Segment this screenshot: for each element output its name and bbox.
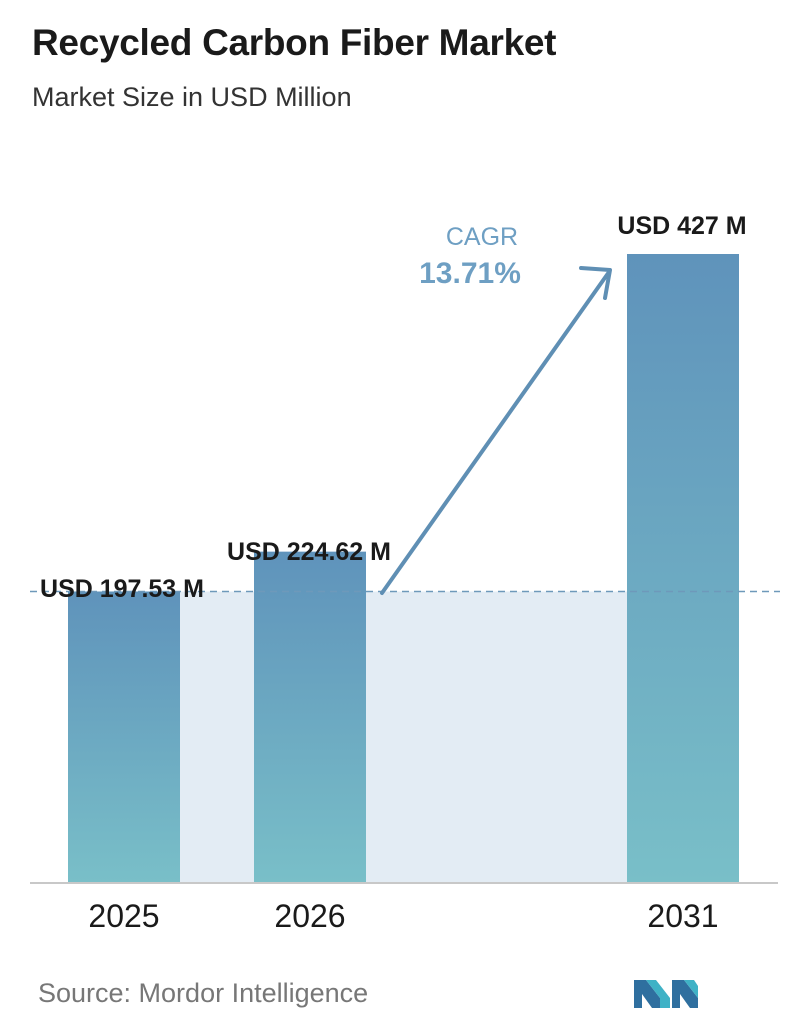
source-note: Source: Mordor Intelligence xyxy=(38,978,369,1008)
cagr-label: CAGR xyxy=(446,223,518,251)
cagr-arrow-head xyxy=(579,266,612,300)
cagr-arrow xyxy=(380,266,612,595)
mordor-intelligence-logo-icon xyxy=(634,980,698,1008)
data-label-2031: USD 427 M xyxy=(617,212,746,240)
bar-2026 xyxy=(254,551,366,882)
bar-series xyxy=(68,254,739,882)
tick-label-2025: 2025 xyxy=(88,898,159,934)
bar-2025 xyxy=(68,591,180,882)
x-tick-labels: 2025 2026 2031 xyxy=(88,898,718,934)
cagr-arrow-shaft xyxy=(380,270,611,595)
cagr-value: 13.71% xyxy=(419,257,521,290)
data-label-2025: USD 197.53 M xyxy=(40,575,204,603)
chart-title: Recycled Carbon Fiber Market xyxy=(32,22,557,63)
data-labels: USD 197.53 M USD 224.62 M USD 427 M xyxy=(40,212,747,603)
bar-2031 xyxy=(627,254,739,882)
data-label-2026: USD 224.62 M xyxy=(227,538,391,566)
chart-subtitle: Market Size in USD Million xyxy=(32,82,352,112)
tick-label-2026: 2026 xyxy=(274,898,345,934)
tick-label-2031: 2031 xyxy=(647,898,718,934)
